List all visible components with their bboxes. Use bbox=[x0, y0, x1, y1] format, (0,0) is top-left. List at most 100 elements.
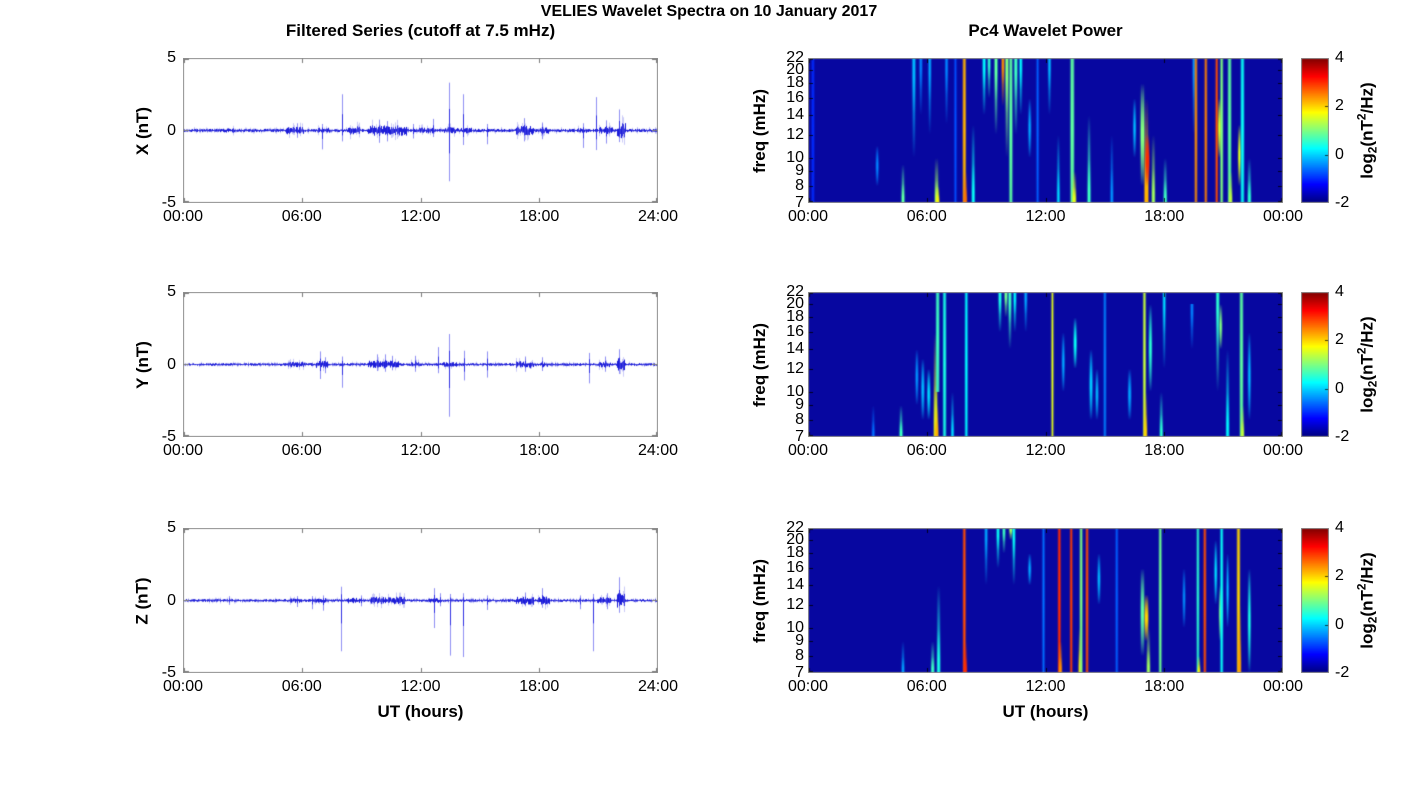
tick-label: 00:00 bbox=[162, 208, 204, 225]
tick-label: 4 bbox=[1335, 49, 1344, 66]
tick-label: 16 bbox=[786, 323, 804, 341]
tick-label: 0 bbox=[1335, 615, 1344, 633]
tick-label: 4 bbox=[1335, 519, 1344, 536]
x-series-axes: X (nT) 5 0 -5 00:00 06:00 12:00 18:00 24:00 bbox=[133, 49, 679, 225]
colorbar-z-canvas bbox=[1301, 528, 1329, 673]
tick-label: 0 bbox=[167, 355, 176, 373]
tick-label: 22 bbox=[786, 519, 804, 536]
x-wavelet-axes: freq (mHz) 22 20 18 16 14 12 10 9 8 7 00:00 06:00 1… bbox=[750, 49, 1304, 225]
tick-label: 22 bbox=[786, 283, 804, 300]
tick-label: 06:00 bbox=[281, 678, 322, 695]
z-series-plot-canvas bbox=[183, 528, 658, 673]
tick-label: 16 bbox=[786, 89, 804, 107]
tick-label: 14 bbox=[786, 106, 804, 124]
tick-label: 10 bbox=[786, 618, 804, 636]
tick-label: 2 bbox=[1335, 331, 1344, 349]
tick-label: 00:00 bbox=[162, 442, 204, 459]
tick-label: 12:00 bbox=[400, 442, 441, 459]
tick-label: 4 bbox=[1335, 283, 1344, 300]
tick-label: 7 bbox=[795, 194, 804, 211]
tick-label: 5 bbox=[167, 283, 176, 300]
y-wavelet-spectrogram-canvas bbox=[808, 292, 1283, 437]
tick-label: 00:00 bbox=[787, 208, 829, 225]
tick-label: 18:00 bbox=[519, 208, 560, 225]
tick-label: 14 bbox=[786, 340, 804, 358]
tick-label: 0 bbox=[1335, 145, 1344, 163]
tick-label: 00:00 bbox=[1262, 442, 1304, 459]
tick-label: 22 bbox=[786, 49, 804, 66]
tick-label: -2 bbox=[1335, 428, 1350, 445]
tick-label: 8 bbox=[795, 647, 804, 665]
tick-label: 18:00 bbox=[519, 442, 560, 459]
figure-title: VELIES Wavelet Spectra on 10 January 201… bbox=[540, 3, 878, 20]
y-series-axes: Y (nT) 5 0 -5 00:00 06:00 12:00 18:00 24:00 bbox=[133, 283, 679, 459]
tick-label: 12:00 bbox=[400, 678, 441, 695]
colorbar-y: 4 2 0 -2 log2(nT2/Hz) bbox=[1301, 283, 1380, 445]
tick-label: 06:00 bbox=[281, 208, 322, 225]
tick-label: 00:00 bbox=[787, 442, 829, 459]
tick-label: 06:00 bbox=[281, 442, 322, 459]
tick-label: 12:00 bbox=[1025, 678, 1066, 695]
colorbar-x-canvas bbox=[1301, 58, 1329, 203]
tick-label: 18 bbox=[786, 544, 804, 562]
tick-label: 0 bbox=[1335, 379, 1344, 397]
tick-label: 0 bbox=[167, 591, 176, 609]
tick-label: 14 bbox=[786, 576, 804, 594]
tick-label: 18:00 bbox=[1144, 208, 1185, 225]
tick-label: 12:00 bbox=[400, 208, 441, 225]
tick-label: 2 bbox=[1335, 97, 1344, 115]
tick-label: 0 bbox=[167, 121, 176, 139]
ut-hours-label-right: UT (hours) bbox=[1002, 702, 1089, 721]
tick-label: 20 bbox=[786, 531, 804, 549]
tick-label: 2 bbox=[1335, 567, 1344, 585]
tick-label: -5 bbox=[161, 194, 176, 211]
tick-label: 00:00 bbox=[1262, 208, 1304, 225]
colorbar-y-canvas bbox=[1301, 292, 1329, 437]
tick-label: 20 bbox=[786, 61, 804, 79]
colorbar-x: 4 2 0 -2 log2(nT2/Hz) bbox=[1301, 49, 1380, 211]
z-wavelet-axes: freq (mHz) 22 20 18 16 14 12 10 9 8 7 00:00 06:00 1… bbox=[750, 519, 1304, 721]
tick-label: 06:00 bbox=[906, 678, 947, 695]
tick-label: 18:00 bbox=[1144, 442, 1185, 459]
tick-label: -2 bbox=[1335, 664, 1350, 681]
tick-label: 5 bbox=[167, 519, 176, 536]
colorbar-z: 4 2 0 -2 log2(nT2/Hz) bbox=[1301, 519, 1380, 681]
z-wavelet-spectrogram-canvas bbox=[808, 528, 1283, 673]
tick-label: 24:00 bbox=[637, 208, 679, 225]
tick-label: -5 bbox=[161, 428, 176, 445]
tick-label: 00:00 bbox=[1262, 678, 1304, 695]
tick-label: 9 bbox=[795, 632, 804, 650]
tick-label: 5 bbox=[167, 49, 176, 66]
x-wavelet-spectrogram-canvas bbox=[808, 58, 1283, 203]
tick-label: 8 bbox=[795, 411, 804, 429]
tick-label: -2 bbox=[1335, 194, 1350, 211]
tick-label: 18:00 bbox=[519, 678, 560, 695]
ut-hours-label-left: UT (hours) bbox=[377, 702, 464, 721]
tick-label: 24:00 bbox=[637, 442, 679, 459]
y-series-plot-canvas bbox=[183, 292, 658, 437]
tick-label: 12:00 bbox=[1025, 442, 1066, 459]
tick-label: 18 bbox=[786, 74, 804, 92]
tick-label: 7 bbox=[795, 428, 804, 445]
tick-label: -5 bbox=[161, 664, 176, 681]
tick-label: 24:00 bbox=[637, 678, 679, 695]
y-wavelet-axes: freq (mHz) 22 20 18 16 14 12 10 9 8 7 00:00 06:00 1… bbox=[750, 283, 1304, 459]
tick-label: 12 bbox=[786, 359, 804, 377]
x-series-plot-canvas bbox=[183, 58, 658, 203]
tick-label: 12 bbox=[786, 125, 804, 143]
tick-label: 06:00 bbox=[906, 208, 947, 225]
z-series-axes: Z (nT) 5 0 -5 00:00 06:00 12:00 18:00 24:00 UT… bbox=[133, 519, 679, 721]
tick-label: 12:00 bbox=[1025, 208, 1066, 225]
tick-label: 16 bbox=[786, 559, 804, 577]
tick-label: 12 bbox=[786, 595, 804, 613]
tick-label: 00:00 bbox=[787, 678, 829, 695]
tick-label: 8 bbox=[795, 177, 804, 195]
tick-label: 10 bbox=[786, 382, 804, 400]
tick-label: 7 bbox=[795, 664, 804, 681]
tick-label: 9 bbox=[795, 162, 804, 180]
right-column-title: Pc4 Wavelet Power bbox=[968, 21, 1123, 40]
tick-label: 18 bbox=[786, 308, 804, 326]
tick-label: 06:00 bbox=[906, 442, 947, 459]
tick-label: 00:00 bbox=[162, 678, 204, 695]
